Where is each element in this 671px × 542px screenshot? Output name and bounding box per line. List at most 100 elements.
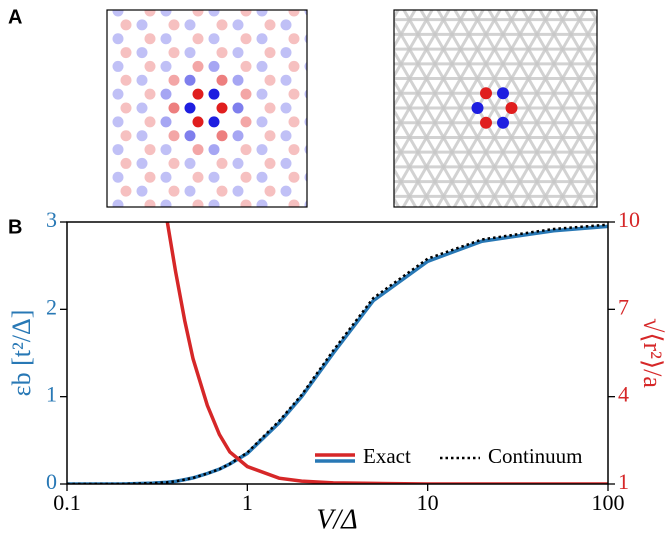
site: [329, 0, 340, 3]
grid-line: [452, 10, 570, 207]
site: [65, 89, 76, 100]
site: [107, 64, 108, 69]
grid-line: [419, 10, 537, 207]
grid-line: [554, 133, 597, 207]
grid-line: [394, 137, 435, 207]
site: [329, 130, 340, 141]
site: [256, 171, 268, 183]
site: [73, 296, 84, 307]
site: [137, 241, 148, 252]
site: [232, 157, 244, 169]
site: [289, 283, 300, 294]
site: [65, 116, 76, 127]
site: [208, 116, 220, 128]
site: [240, 116, 252, 128]
site: [65, 227, 76, 238]
site: [112, 88, 124, 100]
site: [89, 296, 100, 307]
site: [73, 0, 84, 3]
site: [184, 130, 196, 142]
site: [233, 241, 244, 252]
site: [232, 185, 244, 197]
site: [208, 10, 220, 17]
site: [304, 61, 307, 72]
site: [353, 6, 364, 17]
site: [240, 199, 252, 207]
site: [256, 199, 268, 207]
site: [192, 60, 204, 72]
site: [240, 10, 252, 17]
site: [41, 158, 52, 169]
site: [41, 19, 52, 30]
site: [217, 0, 228, 3]
grid-line: [394, 10, 502, 197]
grid-line: [401, 10, 519, 207]
site: [265, 241, 276, 252]
site: [137, 296, 148, 307]
site: [121, 296, 132, 307]
x-tick-label: 100: [592, 490, 625, 515]
site: [168, 130, 180, 142]
site: [265, 269, 276, 280]
site: [113, 255, 124, 266]
site: [120, 74, 132, 86]
site: [107, 147, 108, 152]
site: [41, 47, 52, 58]
site: [288, 144, 300, 156]
site: [168, 102, 180, 114]
site: [136, 130, 148, 142]
site: [169, 0, 180, 3]
site: [353, 116, 364, 127]
site: [353, 255, 364, 266]
site: [41, 0, 52, 3]
site: [329, 158, 340, 169]
site: [264, 102, 276, 114]
site: [89, 103, 100, 114]
site: [264, 185, 276, 197]
site: [41, 75, 52, 86]
site: [89, 158, 100, 169]
y-axis-label: εb [t²/Δ]: [7, 310, 36, 397]
site: [184, 47, 196, 59]
site: [329, 103, 340, 114]
site: [313, 19, 324, 30]
panel-label: B: [8, 216, 22, 238]
grid-line: [394, 10, 468, 138]
site: [480, 87, 492, 100]
site: [216, 47, 228, 59]
site: [216, 19, 228, 31]
site: [120, 19, 132, 31]
site: [120, 102, 132, 114]
site: [256, 10, 268, 17]
site: [185, 296, 196, 307]
site: [41, 186, 52, 197]
site: [305, 227, 316, 238]
site: [65, 172, 76, 183]
site: [361, 103, 372, 114]
site: [97, 227, 108, 238]
site: [112, 10, 124, 17]
site: [144, 10, 156, 17]
site: [73, 19, 84, 30]
x-axis-label: V/Δ: [316, 504, 357, 535]
site: [97, 283, 108, 294]
site: [208, 199, 220, 207]
site: [160, 10, 172, 17]
site: [112, 60, 124, 72]
site: [208, 171, 220, 183]
site: [361, 19, 372, 30]
grid-line: [469, 10, 587, 207]
site: [145, 255, 156, 266]
site: [256, 88, 268, 100]
site: [353, 89, 364, 100]
site: [337, 144, 348, 155]
panel-label: A: [8, 6, 22, 28]
site: [168, 185, 180, 197]
site: [264, 130, 276, 142]
site: [353, 199, 364, 210]
site: [49, 6, 60, 17]
site: [257, 283, 268, 294]
site: [232, 47, 244, 59]
site: [65, 33, 76, 44]
site: [329, 186, 340, 197]
